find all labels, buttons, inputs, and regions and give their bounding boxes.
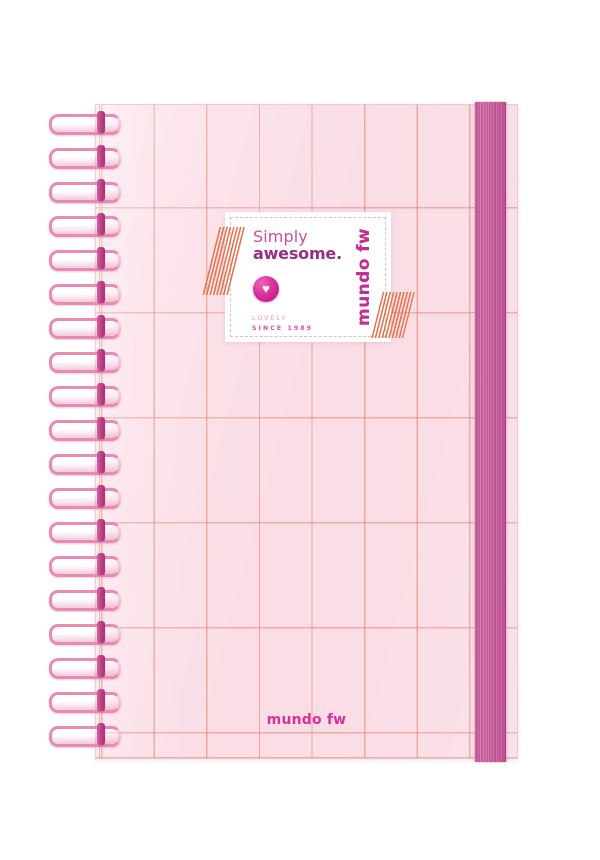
spiral-wire bbox=[49, 692, 121, 713]
spiral-wire bbox=[49, 454, 121, 475]
sticker-brand-vertical: mundo fw bbox=[351, 222, 377, 332]
notebook-cover: Simply awesome. ♥ LOVELY SINCE 1989 mund… bbox=[95, 102, 518, 762]
spiral-wire bbox=[49, 318, 121, 339]
spiral-wire bbox=[49, 250, 121, 271]
spiral-wire bbox=[49, 284, 121, 305]
spiral-wire bbox=[49, 624, 121, 645]
spiral-wire bbox=[49, 726, 121, 747]
spiral-wire-tip bbox=[97, 485, 105, 507]
spiral-wire bbox=[49, 386, 121, 407]
headline-line-1: Simply bbox=[253, 227, 308, 246]
tagline-line-1: LOVELY bbox=[252, 315, 288, 322]
spiral-loop bbox=[47, 482, 121, 516]
spiral-wire bbox=[49, 216, 121, 237]
spiral-wire-tip bbox=[97, 213, 105, 235]
spiral-loop bbox=[47, 550, 121, 584]
spiral-wire bbox=[49, 182, 121, 203]
spiral-wire-tip bbox=[97, 349, 105, 371]
spiral-loop bbox=[47, 686, 121, 720]
spiral-loop bbox=[47, 346, 121, 380]
sticker-brand-vertical-text: mundo fw bbox=[354, 228, 374, 326]
spiral-wire-tip bbox=[97, 383, 105, 405]
spiral-wire bbox=[49, 352, 121, 373]
cover-brand-wordmark: mundo fw bbox=[266, 712, 347, 728]
spiral-wire bbox=[49, 114, 121, 135]
sticker-label: Simply awesome. ♥ LOVELY SINCE 1989 mund… bbox=[202, 212, 415, 342]
spiral-loop bbox=[47, 516, 121, 550]
spiral-loop bbox=[47, 720, 121, 754]
spiral-loop bbox=[47, 176, 121, 210]
spiral-wire-tip bbox=[97, 417, 105, 439]
spiral-loop bbox=[47, 380, 121, 414]
headline-line-2: awesome. bbox=[253, 243, 342, 263]
spiral-loop bbox=[47, 108, 121, 142]
spiral-wire-tip bbox=[97, 179, 105, 201]
spiral-wire-tip bbox=[97, 621, 105, 643]
spiral-wire bbox=[49, 658, 121, 679]
spiral-wire-tip bbox=[97, 111, 105, 133]
spiral-loop bbox=[47, 142, 121, 176]
elastic-closure-band bbox=[475, 102, 506, 762]
spiral-wire-tip bbox=[97, 587, 105, 609]
spiral-loop bbox=[47, 244, 121, 278]
spiral-loop bbox=[47, 584, 121, 618]
spiral-wire-tip bbox=[97, 315, 105, 337]
sticker-headline: Simply awesome. bbox=[253, 227, 342, 263]
spiral-loop bbox=[47, 652, 121, 686]
sticker-tagline: LOVELY SINCE 1989 bbox=[252, 315, 313, 335]
spiral-wire-tip bbox=[97, 553, 105, 575]
spiral-binding bbox=[47, 102, 121, 762]
spiral-wire-tip bbox=[97, 689, 105, 711]
spiral-wire-tip bbox=[97, 519, 105, 541]
heart-icon-glyph: ♥ bbox=[262, 281, 270, 296]
spiral-wire-tip bbox=[97, 145, 105, 167]
spiral-loop bbox=[47, 278, 121, 312]
spiral-loop bbox=[47, 618, 121, 652]
spiral-loop bbox=[47, 210, 121, 244]
heart-icon: ♥ bbox=[253, 276, 279, 302]
spiral-wire bbox=[49, 522, 121, 543]
spiral-wire bbox=[49, 590, 121, 611]
spiral-loop bbox=[47, 312, 121, 346]
notebook: Simply awesome. ♥ LOVELY SINCE 1989 mund… bbox=[49, 102, 518, 762]
spiral-wire bbox=[49, 556, 121, 577]
spiral-wire-tip bbox=[97, 247, 105, 269]
spiral-wire bbox=[49, 420, 121, 441]
spiral-loop bbox=[47, 414, 121, 448]
cover-grid-pattern bbox=[95, 104, 518, 759]
spiral-wire-tip bbox=[97, 281, 105, 303]
spiral-loop bbox=[47, 448, 121, 482]
spiral-wire bbox=[49, 148, 121, 169]
spiral-wire bbox=[49, 488, 121, 509]
tagline-line-2: SINCE 1989 bbox=[252, 325, 314, 332]
spiral-wire-tip bbox=[97, 451, 105, 473]
spiral-wire-tip bbox=[97, 723, 105, 745]
spiral-wire-tip bbox=[97, 655, 105, 677]
